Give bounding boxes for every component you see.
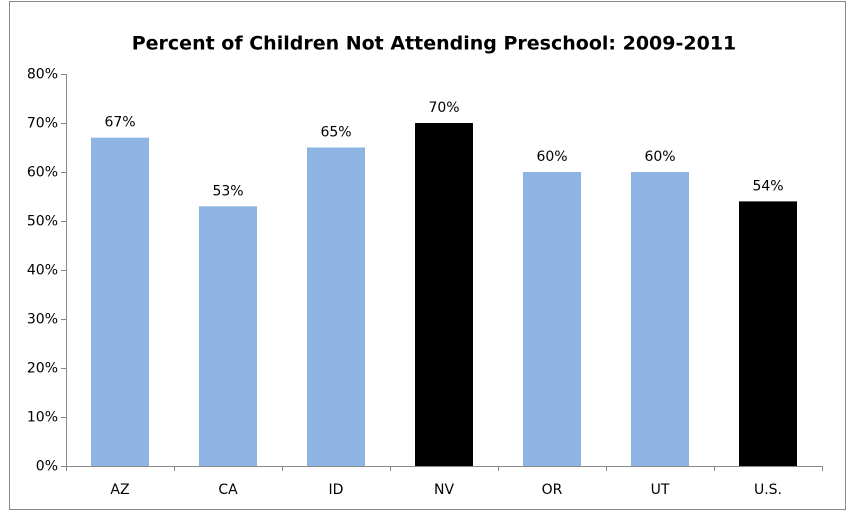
y-tick-label: 20%	[27, 361, 58, 377]
y-tick-label: 10%	[27, 410, 58, 426]
data-label: 53%	[212, 183, 243, 199]
x-tick-label: U.S.	[754, 482, 782, 498]
data-label: 65%	[320, 125, 351, 141]
data-label: 67%	[104, 115, 135, 131]
x-tick-label: ID	[329, 482, 344, 498]
data-label: 60%	[644, 149, 675, 165]
y-tick-label: 60%	[27, 165, 58, 181]
bar	[631, 172, 689, 466]
y-tick-label: 30%	[27, 312, 58, 328]
y-tick-label: 70%	[27, 116, 58, 132]
x-tick-label: NV	[434, 482, 454, 498]
bar	[523, 172, 581, 466]
x-tick-label: AZ	[110, 482, 129, 498]
data-label: 60%	[536, 149, 567, 165]
chart-title: Percent of Children Not Attending Presch…	[132, 33, 737, 55]
y-tick-label: 40%	[27, 263, 58, 279]
x-tick-label: UT	[651, 482, 670, 498]
bar	[307, 147, 365, 466]
y-tick-label: 0%	[36, 459, 58, 475]
x-tick-label: CA	[218, 482, 238, 498]
y-tick-label: 50%	[27, 214, 58, 230]
x-tick-label: OR	[542, 482, 563, 498]
data-label: 70%	[428, 100, 459, 116]
bar	[739, 201, 797, 466]
bar	[199, 206, 257, 467]
y-tick-label: 80%	[27, 67, 58, 83]
bar	[91, 137, 149, 466]
data-label: 54%	[752, 178, 783, 194]
bar	[415, 123, 473, 466]
